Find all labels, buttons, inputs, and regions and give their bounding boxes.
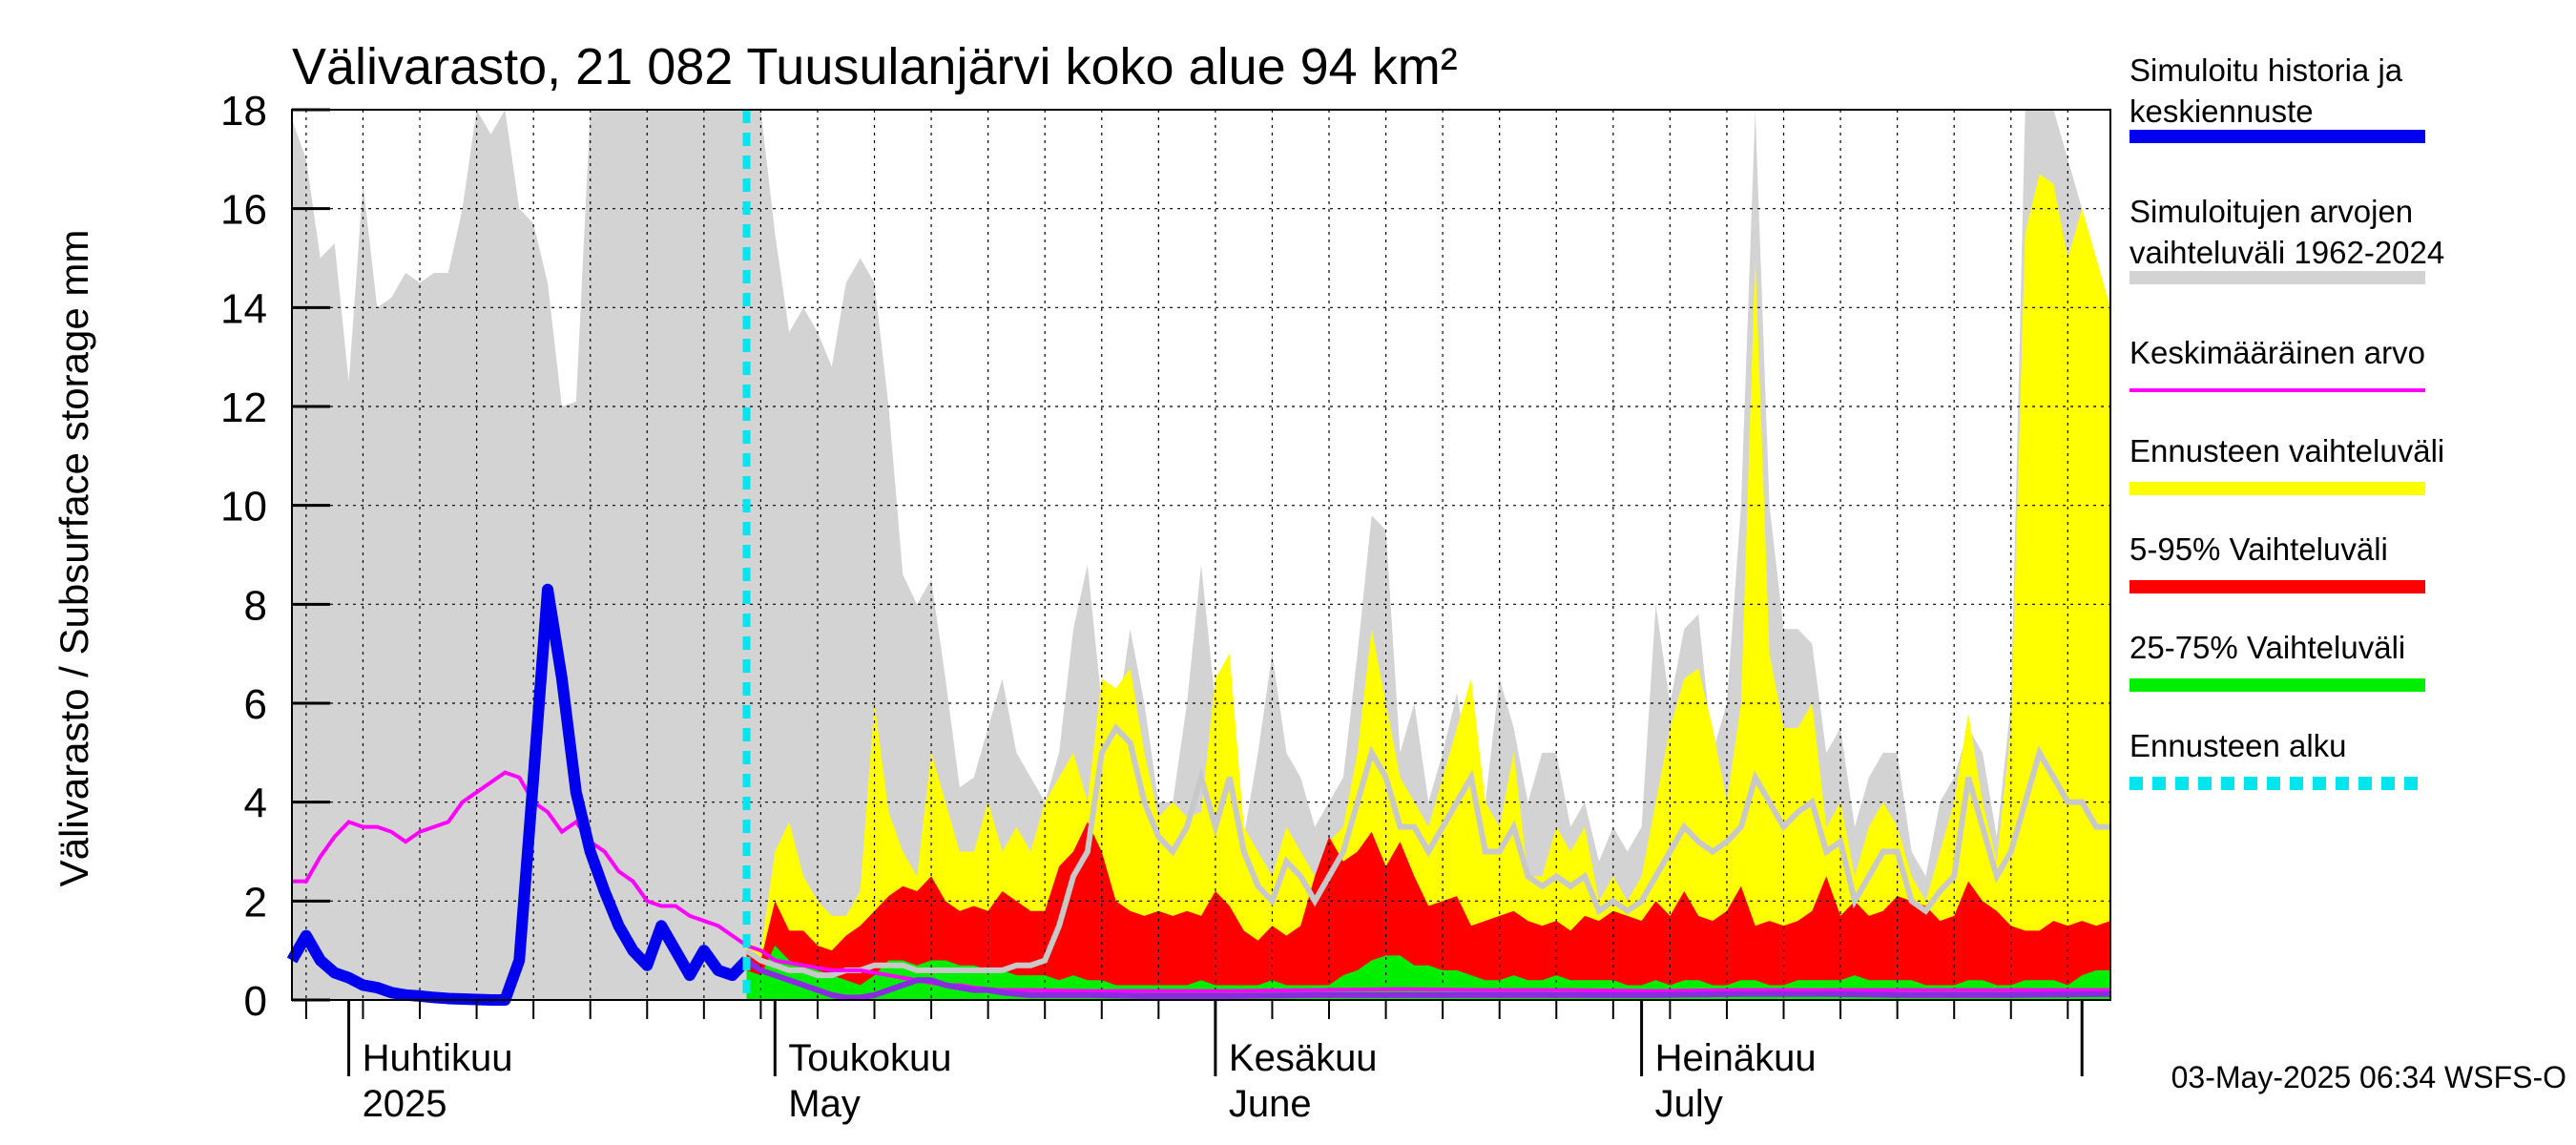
month-label: Huhtikuu xyxy=(363,1037,513,1079)
legend-item-hist_range: Simuloitujen arvojen vaihteluväli 1962-20… xyxy=(2129,194,2444,284)
y-tick-label: 16 xyxy=(220,187,267,234)
percentile-25-75-band xyxy=(746,945,2110,1000)
y-tick-label: 2 xyxy=(244,879,267,926)
y-tick-label: 14 xyxy=(220,285,267,332)
month-sublabel: July xyxy=(1655,1083,1723,1125)
timestamp-label: 03-May-2025 06:34 WSFS-O xyxy=(2171,1060,2566,1094)
legend-item-p5_95: 5-95% Vaihteluväli xyxy=(2129,531,2425,593)
legend-label: keskiennuste xyxy=(2129,94,2314,129)
y-tick-label: 0 xyxy=(244,978,267,1025)
forecast-mean-line xyxy=(744,958,2111,1001)
month-sublabel: 2025 xyxy=(363,1083,447,1125)
month-label: Toukokuu xyxy=(788,1037,951,1079)
y-tick-label: 10 xyxy=(220,484,267,531)
legend-label: Ennusteen alku xyxy=(2129,728,2347,763)
legend: Simuloitu historia jakeskiennusteSimuloi… xyxy=(2129,52,2444,790)
month-label: Heinäkuu xyxy=(1655,1037,1817,1079)
legend-label: 5-95% Vaihteluväli xyxy=(2129,531,2388,567)
legend-label: vaihteluväli 1962-2024 xyxy=(2129,235,2444,270)
chart-title: Välivarasto, 21 082 Tuusulanjärvi koko a… xyxy=(292,38,1458,95)
legend-label: Keskimääräinen arvo xyxy=(2129,335,2425,370)
y-tick-label: 8 xyxy=(244,582,267,629)
forecast-range-band xyxy=(746,174,2110,1001)
month-sublabel: May xyxy=(788,1083,861,1125)
plot-frame xyxy=(291,109,2111,1001)
simulated-history-line xyxy=(286,583,751,1006)
month-label: Kesäkuu xyxy=(1229,1037,1378,1079)
y-tick-label: 12 xyxy=(220,385,267,431)
percentile-5-95-band xyxy=(746,822,2110,1000)
legend-label: Simuloitu historia ja xyxy=(2129,52,2403,88)
legend-item-history: Simuloitu historia ja keskiennuste xyxy=(2129,52,2425,143)
y-axis-label: Välivarasto / Subsurface storage mm xyxy=(52,230,96,887)
legend-item-p25_75: 25-75% Vaihteluväli xyxy=(2129,630,2425,692)
legend-item-forecast_start: Ennusteen alku xyxy=(2129,728,2425,790)
y-tick-label: 4 xyxy=(244,781,267,827)
y-tick-label: 18 xyxy=(220,88,267,135)
forecast-median-line xyxy=(744,722,2110,979)
series-lines xyxy=(286,110,2111,1006)
y-tick-label: 6 xyxy=(244,681,267,728)
legend-item-mean: Keskimääräinen arvo xyxy=(2129,335,2425,392)
legend-item-forecast_range: Ennusteen vaihteluväli xyxy=(2129,433,2444,495)
plot-area xyxy=(292,110,2110,1001)
legend-label: Simuloitujen arvojen xyxy=(2129,194,2413,229)
month-sublabel: June xyxy=(1229,1083,1312,1125)
legend-label: 25-75% Vaihteluväli xyxy=(2129,630,2405,665)
legend-label: Ennusteen vaihteluväli xyxy=(2129,433,2444,468)
